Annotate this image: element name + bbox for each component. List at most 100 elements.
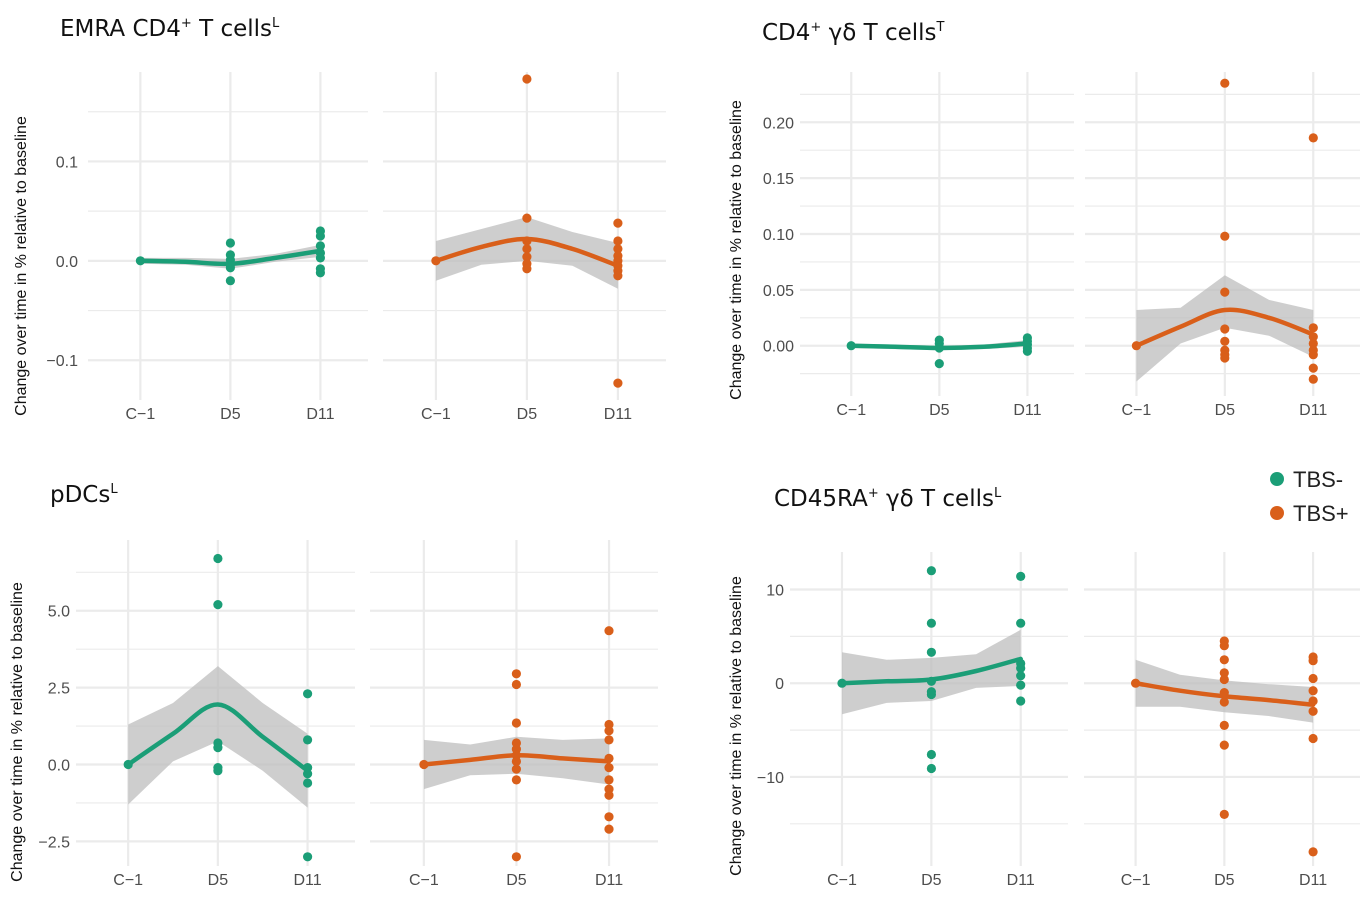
data-point [225, 276, 235, 286]
x-tick-label: D11 [1013, 402, 1041, 419]
title-after: γδ T cells [821, 20, 936, 46]
data-point [1016, 618, 1026, 628]
data-point [315, 241, 325, 251]
data-point [613, 271, 623, 281]
data-point [511, 756, 521, 767]
y-tick-label: 5.0 [48, 604, 70, 621]
panel-title-cd4-gd: CD4+ γδ T cellsT [762, 20, 945, 46]
smooth-line [421, 753, 612, 767]
smooth-line [839, 656, 1023, 686]
data-point [225, 238, 235, 248]
smooth-line [125, 702, 310, 773]
data-point [1219, 720, 1229, 731]
title-sup: + [181, 16, 192, 31]
data-point [604, 824, 614, 834]
y-tick-label: 0.0 [56, 254, 78, 271]
data-point [522, 244, 532, 254]
data-point [1308, 733, 1318, 744]
data-point [613, 236, 623, 246]
data-point [315, 268, 325, 278]
data-point [1308, 686, 1318, 696]
data-point [1220, 336, 1230, 346]
x-tick-label: D11 [293, 872, 321, 889]
data-point [613, 378, 623, 388]
title-after: γδ T cells [879, 486, 994, 512]
data-point [1022, 346, 1032, 356]
legend: TBS- TBS+ [1270, 467, 1349, 526]
x-tick-label: D5 [929, 402, 950, 419]
x-tick-label: C−1 [827, 872, 857, 889]
data-point [604, 626, 614, 636]
y-tick-label: −0.1 [46, 353, 78, 370]
data-point [1308, 350, 1318, 360]
data-point [926, 689, 937, 700]
data-point [1016, 663, 1026, 673]
y-tick-label: 0.05 [763, 283, 794, 300]
data-point [213, 766, 223, 776]
facet-TBS-neg: C−1 D5 D11 [76, 540, 355, 889]
data-point [926, 618, 937, 628]
data-point [303, 735, 313, 745]
x-tick-label: D5 [506, 872, 527, 889]
facet-TBS-negpos: C−1 D5 D11 [383, 72, 666, 423]
panel-title-pdcs: pDCsL [50, 482, 118, 508]
y-tick-label: 0.00 [763, 339, 794, 356]
data-point [604, 790, 614, 800]
title-sup: L [994, 486, 1002, 501]
y-tick-label: 2.5 [48, 681, 70, 698]
data-point [1308, 338, 1318, 349]
data-point [511, 669, 521, 679]
data-point [213, 553, 223, 564]
title-main: CD45RA [774, 486, 868, 512]
smooth-line [848, 341, 1030, 351]
legend-marker-tbs-pos [1270, 506, 1284, 520]
x-tick-label: D11 [1007, 872, 1035, 889]
panel-title-emra-cd4: EMRA CD4+ T cellsL [60, 16, 280, 42]
title-sup: T [936, 20, 945, 35]
y-tick-label: 0.20 [763, 115, 794, 132]
facet-TBS-neg: C−1 D5 D11 [790, 552, 1068, 889]
x-tick-label: C−1 [1121, 872, 1151, 889]
x-tick-label: D5 [921, 872, 942, 889]
x-tick-label: D5 [208, 872, 229, 889]
y-axis-label: Change over time in % relative to baseli… [9, 582, 26, 882]
data-point [1016, 696, 1026, 706]
data-point [511, 718, 521, 728]
data-point [1016, 680, 1026, 690]
data-point [315, 253, 325, 263]
data-point [522, 213, 532, 223]
data-point [1219, 668, 1229, 678]
data-point [604, 726, 614, 736]
data-point [213, 600, 223, 610]
y-tick-label: −2.5 [38, 834, 70, 851]
data-point [522, 74, 532, 84]
data-point [511, 679, 521, 690]
title-main: CD4 [762, 20, 810, 46]
data-point [1308, 656, 1318, 666]
data-point [926, 763, 937, 774]
y-tick-label: 10 [766, 582, 784, 599]
legend-marker-tbs-neg [1270, 472, 1284, 486]
data-point [604, 775, 614, 785]
data-point [1308, 706, 1318, 716]
x-tick-label: D5 [517, 406, 538, 423]
x-tick-label: D11 [306, 406, 334, 423]
data-point [1308, 374, 1318, 384]
data-point [926, 749, 937, 760]
data-point [926, 566, 937, 576]
x-tick-label: C−1 [113, 872, 143, 889]
facet-TBS-negpos: C−1 D5 D11 [370, 540, 658, 889]
y-axis-label: Change over time in % relative to baseli… [728, 576, 745, 876]
data-point [1308, 673, 1318, 684]
data-point [1220, 78, 1230, 88]
data-point [1219, 674, 1229, 685]
chart-panel-cd4-gd: 0.00 0.05 0.10 0.15 0.20 C−1 D5 D11 C−1 D5 D11 [763, 72, 1360, 419]
x-tick-label: D11 [604, 406, 632, 423]
y-tick-label: −10 [757, 770, 784, 787]
x-tick-label: D5 [1214, 872, 1235, 889]
data-point [1220, 287, 1230, 297]
data-point [926, 647, 937, 657]
chart-panel-emra-cd4: −0.1 0.0 0.1 C−1 D5 D11 C−1 D5 D11 [46, 72, 666, 423]
data-point [303, 852, 313, 862]
facet-TBS-neg: C−1 D5 D11 [800, 72, 1074, 419]
